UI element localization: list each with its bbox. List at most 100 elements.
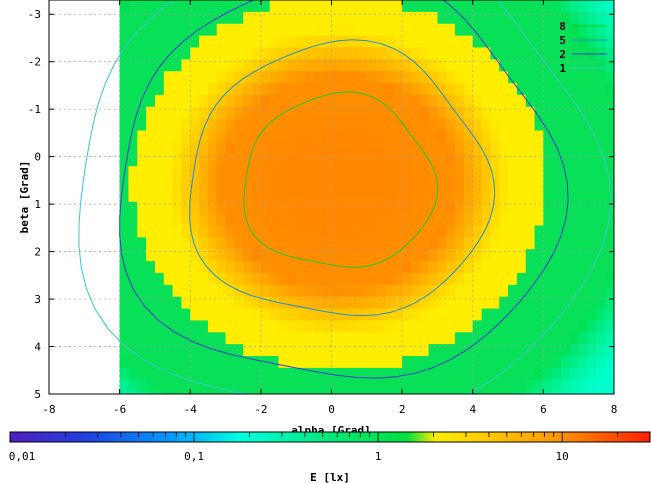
heatmap-cell	[534, 71, 544, 84]
heatmap-cell	[402, 225, 412, 238]
heatmap-cell	[322, 118, 333, 132]
heatmap-cell	[190, 379, 200, 393]
heatmap-cell	[216, 0, 227, 13]
heatmap-cell	[305, 0, 315, 13]
heatmap-cell	[472, 308, 483, 322]
heatmap-cell	[225, 130, 235, 144]
heatmap-cell	[410, 11, 421, 25]
heatmap-cell	[516, 94, 527, 108]
heatmap-cell	[587, 284, 597, 298]
heatmap-cell	[296, 166, 306, 179]
heatmap-cell	[490, 201, 500, 215]
heatmap-cell	[278, 94, 288, 108]
heatmap-cell	[269, 59, 280, 72]
heatmap-cell	[605, 356, 614, 369]
heatmap-cell	[322, 0, 333, 13]
heatmap-cell	[128, 284, 138, 298]
heatmap-cell	[525, 106, 536, 120]
heatmap-cell	[508, 47, 518, 60]
heatmap-cell	[410, 213, 421, 227]
heatmap-cell	[419, 391, 430, 394]
heatmap-cell	[216, 344, 227, 357]
heatmap-cell	[225, 142, 235, 155]
heatmap-cell	[278, 356, 288, 369]
heatmap-cell	[234, 130, 244, 144]
heatmap-cell	[402, 201, 412, 215]
heatmap-cell	[596, 356, 606, 369]
heatmap-cell	[455, 237, 465, 250]
heatmap-cell	[190, 213, 200, 227]
heatmap-cell	[481, 237, 492, 250]
heatmap-cell	[499, 272, 509, 286]
heatmap-cell	[569, 0, 580, 13]
heatmap-cell	[366, 130, 377, 144]
heatmap-cell	[278, 379, 288, 393]
heatmap-cell	[252, 11, 262, 25]
heatmap-cell	[305, 130, 315, 144]
heatmap-cell	[190, 308, 200, 322]
heatmap-cell	[393, 261, 403, 274]
heatmap-cell	[490, 106, 500, 120]
heatmap-cell	[596, 71, 606, 84]
heatmap-cell	[128, 225, 138, 238]
heatmap-cell	[349, 142, 359, 155]
heatmap-cell	[154, 130, 165, 144]
heatmap-cell	[516, 237, 527, 250]
heatmap-cell	[199, 261, 209, 274]
heatmap-cell	[340, 106, 350, 120]
heatmap-cell	[463, 296, 474, 310]
heatmap-cell	[402, 47, 412, 60]
heatmap-cell	[340, 83, 350, 96]
heatmap-cell	[516, 296, 527, 310]
heatmap-cell	[322, 237, 333, 250]
heatmap-cell	[146, 284, 156, 298]
heatmap-cell	[190, 47, 200, 60]
heatmap-cell	[146, 391, 156, 394]
heatmap-cell	[561, 142, 571, 155]
heatmap-cell	[596, 0, 606, 13]
heatmap-cell	[534, 225, 544, 238]
heatmap-cell	[455, 83, 465, 96]
heatmap-cell	[331, 332, 341, 345]
heatmap-cell	[605, 249, 614, 262]
heatmap-cell	[154, 178, 165, 191]
heatmap-cell	[428, 142, 439, 155]
heatmap-cell	[375, 154, 386, 167]
heatmap-cell	[463, 344, 474, 357]
heatmap-cell	[605, 225, 614, 238]
heatmap-cell	[587, 356, 597, 369]
heatmap-cell	[154, 296, 165, 310]
heatmap-cell	[410, 332, 421, 345]
heatmap-cell	[419, 130, 430, 144]
heatmap-cell	[499, 130, 509, 144]
heatmap-cell	[561, 154, 571, 167]
heatmap-cell	[216, 356, 227, 369]
heatmap-cell	[552, 178, 562, 191]
heatmap-cell	[190, 0, 200, 13]
heatmap-cell	[163, 367, 174, 381]
heatmap-cell	[375, 379, 386, 393]
heatmap-cell	[252, 47, 262, 60]
heatmap-cell	[552, 391, 562, 394]
heatmap-cell	[199, 154, 209, 167]
heatmap-cell	[552, 0, 562, 13]
heatmap-cell	[234, 379, 244, 393]
heatmap-cell	[207, 213, 218, 227]
heatmap-cell	[596, 272, 606, 286]
heatmap-cell	[269, 94, 280, 108]
heatmap-cell	[340, 261, 350, 274]
heatmap-cell	[437, 166, 447, 179]
heatmap-cell	[128, 391, 138, 394]
heatmap-cell	[172, 261, 183, 274]
heatmap-cell	[269, 178, 280, 191]
heatmap-cell	[472, 23, 483, 37]
heatmap-cell	[587, 35, 597, 49]
heatmap-cell	[552, 130, 562, 144]
heatmap-cell	[437, 320, 447, 333]
heatmap-cell	[463, 308, 474, 322]
heatmap-cell	[561, 225, 571, 238]
heatmap-cell	[216, 106, 227, 120]
heatmap-cell	[278, 189, 288, 203]
heatmap-cell	[481, 356, 492, 369]
heatmap-cell	[243, 308, 253, 322]
